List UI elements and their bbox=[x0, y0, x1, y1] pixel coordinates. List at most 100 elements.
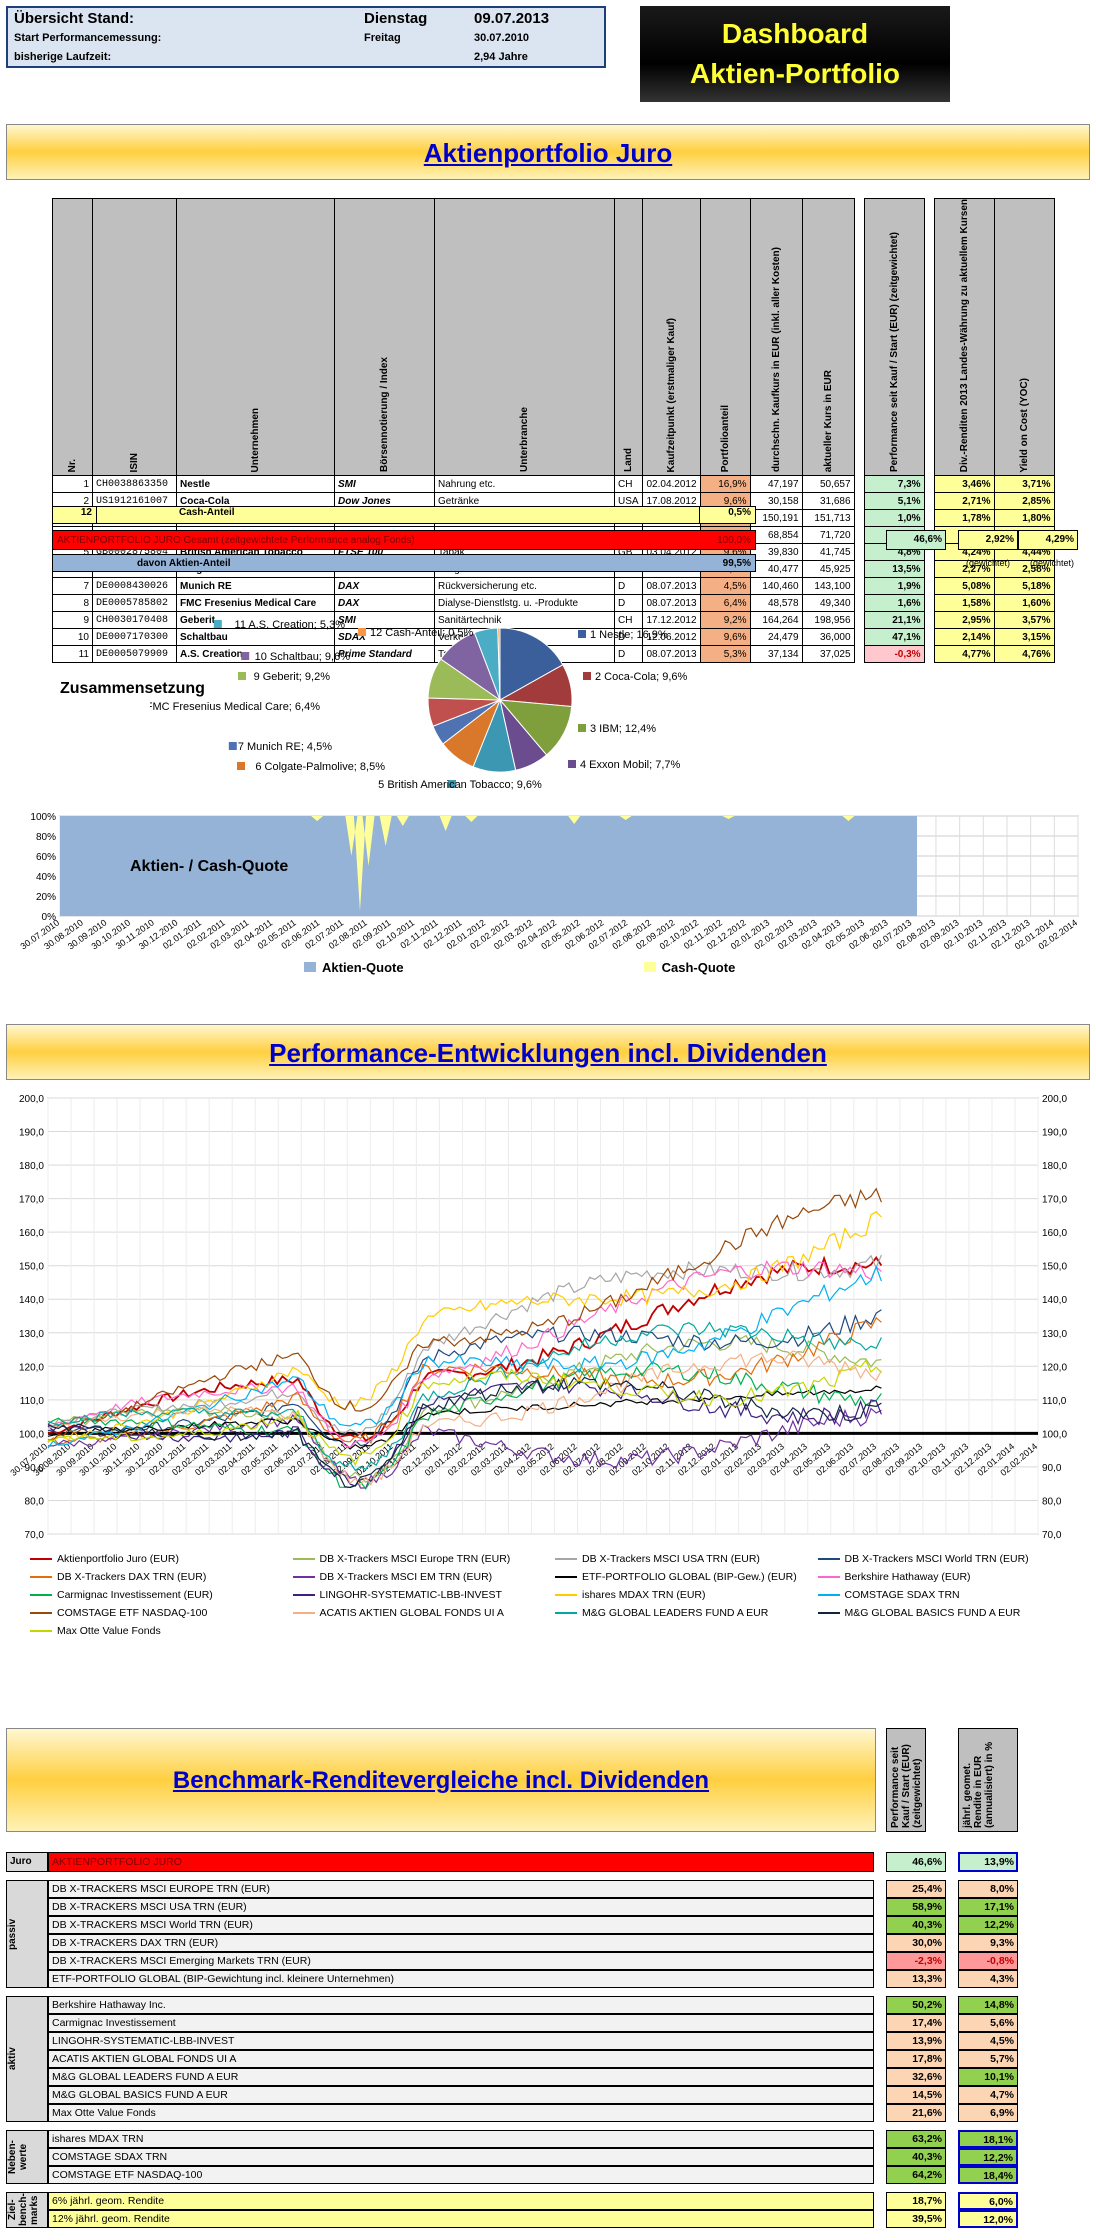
current-date: 09.07.2013 bbox=[474, 9, 550, 27]
perf-y-tick: 150,0 bbox=[19, 1262, 44, 1273]
portfolio-cell: 5,18% bbox=[993, 577, 1055, 596]
portfolio-cell bbox=[924, 612, 934, 629]
portfolio-header-label: Yield on Cost (YOC) bbox=[1018, 377, 1030, 473]
portfolio-cell: 02.04.2012 bbox=[641, 475, 701, 494]
composition-pie: 1 Nestle; 16,9% 2 Coca-Cola; 9,6% 3 IBM; 1… bbox=[150, 619, 688, 791]
benchmark-group-label: Neben-werte bbox=[6, 2130, 48, 2184]
portfolio-header-label: aktueller Kurs in EUR bbox=[822, 369, 834, 473]
benchmark-name: 6% jährl. geom. Rendite bbox=[48, 2192, 874, 2210]
portfolio-cell: 150,191 bbox=[749, 509, 803, 528]
perf-legend-swatch bbox=[30, 1630, 52, 1633]
quota-stock-area bbox=[60, 816, 918, 916]
benchmark-annual: 18,4% bbox=[958, 2166, 1018, 2184]
perf-legend-label: DB X-Trackers MSCI Europe TRN (EUR) bbox=[319, 1553, 511, 1565]
portfolio-cell: 5,1% bbox=[863, 492, 925, 511]
quota-y-tick: 80% bbox=[36, 832, 56, 843]
total-perf: 46,6% bbox=[886, 530, 946, 550]
portfolio-cell: 8 bbox=[52, 594, 93, 613]
pie-label: 5 British American Tobacco; 9,6% bbox=[378, 779, 542, 791]
juro-perf: 46,6% bbox=[886, 1852, 946, 1872]
perf-y-tick-right: 100,0 bbox=[1042, 1429, 1067, 1440]
portfolio-cell bbox=[854, 493, 864, 510]
portfolio-cell bbox=[854, 578, 864, 595]
perf-plot-area bbox=[47, 1097, 1039, 1535]
perf-y-tick-right: 190,0 bbox=[1042, 1128, 1067, 1139]
portfolio-cell: 1,80% bbox=[993, 509, 1055, 528]
juro-side: Juro bbox=[6, 1852, 48, 1872]
perf-y-tick-right: 130,0 bbox=[1042, 1329, 1067, 1340]
perf-series-line bbox=[47, 1309, 882, 1449]
perf-y-tick: 110,0 bbox=[20, 1396, 45, 1407]
perf-legend-swatch bbox=[30, 1576, 52, 1579]
portfolio-cell: 68,854 bbox=[749, 526, 803, 545]
portfolio-cell: 16,9% bbox=[699, 475, 751, 494]
quota-y-tick: 20% bbox=[36, 892, 56, 903]
perf-y-tick-right: 120,0 bbox=[1042, 1362, 1067, 1373]
perf-legend-label: Aktienportfolio Juro (EUR) bbox=[57, 1553, 179, 1565]
perf-series-line bbox=[47, 1407, 882, 1489]
perf-legend-item: Max Otte Value Fonds bbox=[30, 1625, 293, 1637]
pie-label-swatch bbox=[583, 672, 591, 680]
runtime-label: bisherige Laufzeit: bbox=[14, 50, 112, 63]
perf-series-line bbox=[47, 1377, 882, 1487]
perf-y-tick: 90,0 bbox=[25, 1463, 45, 1474]
benchmark-perf: -2,3% bbox=[886, 1952, 946, 1970]
legend-stock: Aktien-Quote bbox=[304, 960, 404, 975]
perf-legend-label: DB X-Trackers MSCI World TRN (EUR) bbox=[844, 1553, 1029, 1565]
quota-chart: 100%80%60%40%20%0%Aktien- / Cash-Quote30… bbox=[19, 812, 1080, 951]
perf-legend-item: Aktienportfolio Juro (EUR) bbox=[30, 1553, 293, 1565]
benchmark-group-label: aktiv bbox=[6, 1996, 48, 2122]
perf-y-tick: 180,0 bbox=[19, 1161, 44, 1172]
perf-legend-label: LINGOHR-SYSTEMATIC-LBB-INVEST bbox=[319, 1589, 502, 1601]
pie-label: 4 Exxon Mobil; 7,7% bbox=[580, 759, 680, 771]
portfolio-header-label: Nr. bbox=[67, 458, 78, 473]
portfolio-header bbox=[924, 198, 935, 476]
pie-label: 7 Munich RE; 4,5% bbox=[238, 741, 332, 753]
composition-title: Zusammensetzung bbox=[60, 680, 205, 697]
performance-legend: Aktienportfolio Juro (EUR) DB X-Trackers … bbox=[30, 1553, 1080, 1637]
portfolio-row: 9 CH0030170408 Geberit SMI Sanitärtechnik CH 1… bbox=[52, 611, 1055, 630]
quota-y-tick: 100% bbox=[30, 812, 56, 823]
benchmark-perf: 63,2% bbox=[886, 2130, 946, 2148]
benchmark-annual: 9,3% bbox=[958, 1934, 1018, 1952]
portfolio-cell: 21,1% bbox=[863, 611, 925, 630]
perf-legend-swatch bbox=[817, 1558, 840, 1561]
perf-series-line bbox=[47, 1350, 882, 1487]
benchmark-group: Ziel-bench-marks 6% jährl. geom. Rendite 1… bbox=[6, 2192, 1020, 2228]
portfolio-cell bbox=[924, 629, 934, 646]
perf-y-tick: 170,0 bbox=[19, 1195, 44, 1206]
perf-y-tick: 120,0 bbox=[19, 1362, 44, 1373]
portfolio-cell: 4,77% bbox=[933, 645, 995, 664]
benchmark-perf: 25,4% bbox=[886, 1880, 946, 1898]
portfolio-cell bbox=[854, 510, 864, 527]
cash-value: 0,5% bbox=[699, 507, 755, 523]
benchmark-name: M&G GLOBAL LEADERS FUND A EUR bbox=[48, 2068, 874, 2086]
portfolio-cell: 3,46% bbox=[933, 475, 995, 494]
perf-y-tick-right: 150,0 bbox=[1042, 1262, 1067, 1273]
portfolio-cell: 3,57% bbox=[993, 611, 1055, 630]
perf-series-line bbox=[47, 1321, 882, 1472]
perf-legend-label: DB X-Trackers MSCI USA TRN (EUR) bbox=[582, 1553, 760, 1565]
dashboard-title-line1: Dashboard bbox=[721, 18, 869, 49]
benchmark-col1-header: Performance seit Kauf / Start (EUR) (zei… bbox=[886, 1728, 926, 1832]
perf-legend-swatch bbox=[817, 1594, 840, 1597]
pie-label-swatch bbox=[213, 620, 222, 628]
benchmark-group-label: passiv bbox=[6, 1880, 48, 1988]
pie-label: 2 Coca-Cola; 9,6% bbox=[595, 671, 688, 683]
benchmark-perf: 18,7% bbox=[886, 2192, 946, 2210]
perf-legend-label: M&G GLOBAL LEADERS FUND A EUR bbox=[582, 1607, 769, 1619]
portfolio-cell: 1,78% bbox=[933, 509, 995, 528]
perf-legend-item: ACATIS AKTIEN GLOBAL FONDS UI A bbox=[292, 1607, 556, 1619]
portfolio-row: 10DE0007170300SchaltbauSDAXVerkehrstechn… bbox=[52, 628, 1055, 647]
portfolio-cell: 3,71% bbox=[993, 475, 1055, 494]
perf-y-tick-right: 80,0 bbox=[1042, 1496, 1062, 1507]
overview-box: Übersicht Stand: Dienstag 09.07.2013 Start… bbox=[6, 6, 606, 68]
benchmark-name: DB X-TRACKERS MSCI EUROPE TRN (EUR) bbox=[48, 1880, 874, 1898]
benchmark-perf: 58,9% bbox=[886, 1898, 946, 1916]
benchmark-annual: -0,8% bbox=[958, 1952, 1018, 1970]
portfolio-cell bbox=[854, 646, 864, 663]
portfolio-cell bbox=[924, 646, 934, 663]
perf-y-tick: 100,0 bbox=[19, 1429, 44, 1440]
portfolio-cell bbox=[924, 510, 934, 527]
benchmark-banner: Benchmark-Renditevergleiche incl. Divide… bbox=[6, 1728, 876, 1832]
